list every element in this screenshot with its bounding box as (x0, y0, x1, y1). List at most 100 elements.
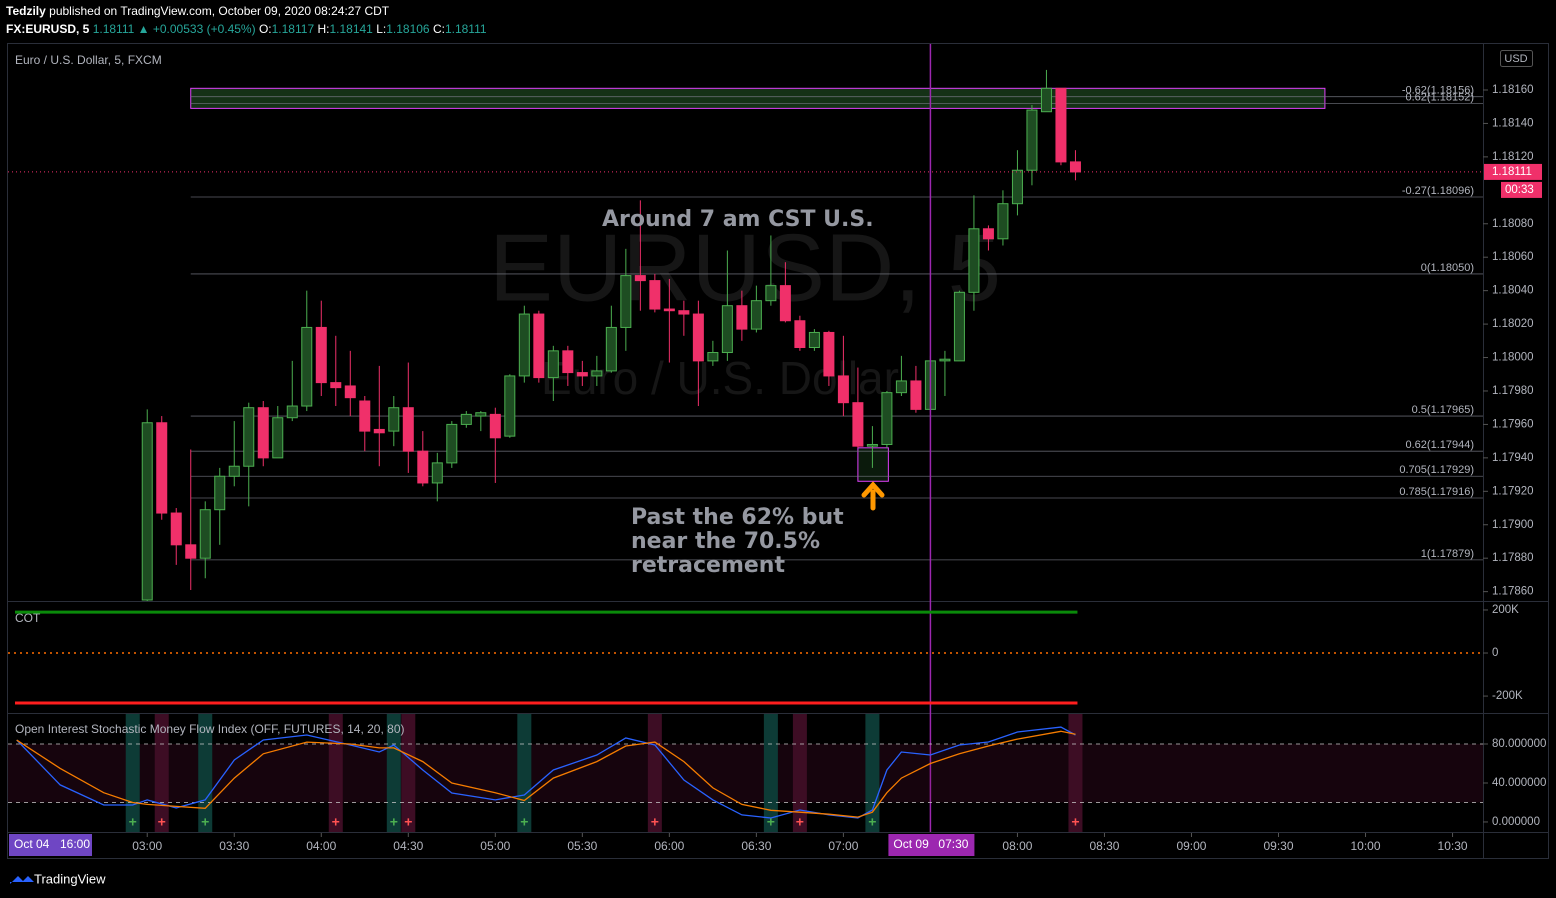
main-pane (141, 69, 1483, 601)
candle-body (1011, 169, 1023, 205)
candle-body (678, 310, 690, 315)
countdown-tag (1501, 181, 1542, 198)
candle-body (1055, 87, 1067, 163)
candle-body (997, 203, 1009, 240)
candle-body (620, 275, 632, 328)
candle-body (649, 280, 661, 310)
x-tick-label: 07:00 (828, 839, 858, 853)
candle-body (634, 275, 646, 282)
candle-body (533, 313, 545, 379)
ohlc-value: 1.18106 (386, 22, 430, 36)
candle-body (388, 407, 400, 432)
signal-mark: + (868, 814, 876, 830)
signal-bar (386, 714, 401, 832)
candle-body (765, 285, 777, 302)
signal-mark: + (158, 814, 166, 830)
candle-body (243, 407, 255, 467)
header-line-1: Tedzily published on TradingView.com, Oc… (6, 4, 390, 18)
candle-body (344, 385, 356, 399)
start-time: 16:00 (60, 837, 90, 851)
signal-mark: + (1071, 814, 1079, 830)
candle-body (736, 305, 748, 330)
ohlc-label: C: (433, 22, 445, 36)
legend: Euro / U.S. Dollar, 5, FXCM (15, 53, 162, 67)
y-tick-label: 1.17900 (1492, 519, 1534, 531)
oscillator-title: Open Interest Stochastic Money Flow Inde… (15, 722, 404, 736)
y-tick-label: 1.17920 (1492, 485, 1534, 497)
annotation: near the 70.5% (631, 529, 820, 554)
candle-body (953, 291, 965, 362)
candle-body (301, 326, 313, 407)
candle-body (446, 423, 458, 464)
oscillator-line (16, 730, 1076, 818)
level-band (8, 744, 1483, 803)
candle-body (663, 308, 675, 312)
fib-label: 0.5(1.17965) (1412, 404, 1474, 416)
x-tick-label: 03:30 (219, 839, 249, 853)
annotation: retracement (631, 553, 785, 578)
header-line-2: FX:EURUSD, 5 1.18111 ▲ +0.00533 (+0.45%)… (6, 22, 487, 36)
published: published on TradingView.com, October 09… (49, 4, 390, 18)
candle-body (895, 380, 907, 394)
annotation: Around 7 am CST U.S. (602, 207, 874, 232)
candle-body (1069, 161, 1081, 173)
candle-body (721, 305, 733, 354)
candle-body (257, 407, 269, 459)
fib-label: -0.62(1.18156) (1402, 85, 1474, 97)
crosshair-date: Oct 09 (893, 837, 929, 851)
candle-body (1040, 87, 1052, 113)
change: ▲ +0.00533 (+0.45%) (138, 22, 256, 36)
x-tick-label: 09:00 (1176, 839, 1206, 853)
author: Tedzily (6, 4, 46, 18)
candle-body (707, 352, 719, 362)
candle-body (315, 326, 327, 384)
y-tick-label: 80.000000 (1492, 738, 1546, 750)
x-tick-label: 03:00 (132, 839, 162, 853)
x-tick-label: 09:30 (1263, 839, 1293, 853)
signal-mark: + (404, 814, 412, 830)
candle-body (808, 331, 820, 349)
candle-body (330, 382, 342, 389)
candle-body (605, 326, 617, 372)
candle-body (591, 370, 603, 377)
signal-mark: + (651, 814, 659, 830)
countdown: 00:33 (1505, 184, 1534, 196)
zone (190, 87, 1326, 109)
candle-body (968, 228, 980, 293)
x-tick-label: 08:30 (1089, 839, 1119, 853)
candle-body (214, 475, 226, 511)
currency-box (1500, 50, 1533, 67)
oscillator-line (16, 726, 1076, 819)
x-tick-label: 04:30 (393, 839, 423, 853)
brand: TradingView (34, 871, 106, 886)
signal-mark: + (332, 814, 340, 830)
x-tick-label: 06:00 (654, 839, 684, 853)
fib-label: 0.62(1.17944) (1406, 439, 1475, 451)
signal-mark: + (767, 814, 775, 830)
y-tick-label: 1.18060 (1492, 251, 1534, 263)
candle-body (982, 228, 994, 240)
ohlc-label: L: (376, 22, 386, 36)
candle-body (576, 372, 588, 377)
logo (10, 876, 34, 884)
last-price-tag (1484, 163, 1542, 180)
candle-body (489, 413, 501, 439)
ohlc-value: 1.18111 (445, 22, 487, 36)
x-tick-label: 10:30 (1438, 839, 1468, 853)
candle-body (431, 462, 443, 484)
y-tick-label: 1.18040 (1492, 285, 1534, 297)
fib-label: 0.705(1.17929) (1399, 464, 1474, 476)
symbol: FX:EURUSD, 5 (6, 22, 90, 36)
signal-bar (1068, 714, 1083, 832)
x-tick-label: 04:00 (306, 839, 336, 853)
frame (7, 43, 1549, 859)
y-tick-label: 1.18000 (1492, 352, 1534, 364)
x-tick-label: 10:00 (1351, 839, 1381, 853)
y-tick-label: 1.18020 (1492, 318, 1534, 330)
y-tick-label: 0 (1492, 647, 1498, 659)
candle-body (170, 512, 182, 546)
fib-label: 0.785(1.17916) (1399, 486, 1474, 498)
signal-mark: + (129, 814, 137, 830)
x-tick-label: 05:30 (567, 839, 597, 853)
